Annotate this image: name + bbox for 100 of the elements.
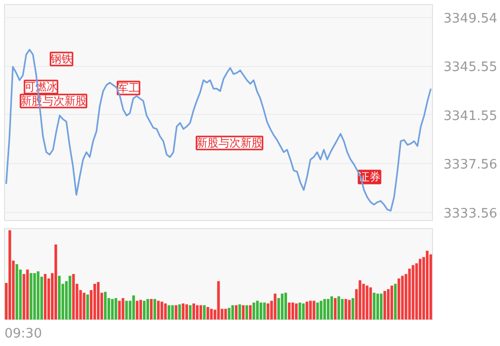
line-series bbox=[5, 48, 432, 212]
bar bbox=[142, 300, 146, 320]
bar bbox=[323, 298, 326, 320]
bar bbox=[118, 300, 121, 320]
bar bbox=[114, 298, 118, 320]
bar bbox=[294, 303, 298, 320]
y-tick-label: 3349.54 bbox=[444, 11, 498, 26]
bar bbox=[380, 294, 383, 320]
annotation: 军工 bbox=[118, 82, 140, 94]
bar bbox=[238, 304, 242, 320]
bar bbox=[139, 300, 142, 320]
bar bbox=[352, 298, 354, 320]
bar bbox=[316, 302, 319, 320]
bar bbox=[122, 298, 124, 320]
bar bbox=[178, 304, 181, 320]
bar bbox=[249, 305, 252, 320]
bar bbox=[16, 264, 18, 320]
bar bbox=[252, 302, 256, 320]
bar bbox=[408, 268, 411, 320]
bar bbox=[188, 305, 192, 320]
bar bbox=[210, 308, 213, 320]
bar bbox=[418, 258, 422, 320]
bar bbox=[320, 300, 322, 320]
bar bbox=[203, 305, 206, 320]
bar bbox=[58, 276, 61, 320]
bar bbox=[182, 303, 184, 320]
bar bbox=[362, 284, 365, 320]
bar bbox=[348, 300, 351, 320]
bar bbox=[369, 287, 372, 320]
bar bbox=[154, 298, 156, 320]
bar bbox=[132, 295, 135, 320]
bar bbox=[93, 284, 96, 320]
bar bbox=[30, 273, 32, 320]
bar bbox=[72, 274, 75, 320]
bar bbox=[125, 300, 128, 320]
bar bbox=[312, 300, 316, 320]
bar bbox=[196, 305, 199, 320]
bar bbox=[334, 298, 337, 320]
bar bbox=[146, 298, 150, 320]
y-tick-label: 3341.55 bbox=[444, 108, 498, 124]
bar bbox=[337, 296, 340, 320]
bar bbox=[104, 292, 107, 320]
bar bbox=[8, 230, 12, 320]
bar bbox=[224, 308, 227, 320]
bar bbox=[298, 302, 302, 320]
bar bbox=[260, 302, 262, 320]
bar bbox=[394, 284, 397, 320]
bar bbox=[217, 281, 220, 320]
bar bbox=[376, 294, 379, 320]
bar bbox=[266, 303, 270, 320]
bar bbox=[280, 294, 284, 320]
bar bbox=[168, 305, 170, 320]
y-tick-label: 3337.56 bbox=[444, 158, 498, 173]
bar bbox=[284, 292, 288, 320]
bar bbox=[412, 265, 414, 320]
bar bbox=[358, 280, 362, 320]
bar bbox=[228, 308, 230, 320]
bar bbox=[86, 294, 89, 320]
bar bbox=[263, 302, 266, 320]
bar bbox=[401, 276, 404, 320]
bar bbox=[33, 273, 36, 320]
bar bbox=[372, 292, 376, 320]
bar bbox=[199, 305, 202, 320]
y-tick-label: 3345.55 bbox=[444, 60, 498, 76]
bar bbox=[206, 307, 210, 320]
bar bbox=[390, 286, 394, 320]
bar bbox=[96, 282, 100, 320]
bar bbox=[415, 263, 418, 320]
bar bbox=[82, 292, 86, 320]
bar bbox=[340, 298, 344, 320]
annotation: 钢铁 bbox=[50, 52, 72, 66]
bar bbox=[185, 304, 188, 320]
bar bbox=[171, 305, 174, 320]
bar bbox=[302, 303, 305, 320]
bar bbox=[157, 300, 160, 320]
bar bbox=[383, 290, 386, 320]
bar bbox=[330, 296, 334, 320]
bar bbox=[288, 302, 291, 320]
bar bbox=[174, 305, 178, 320]
bar bbox=[54, 244, 58, 320]
bar bbox=[429, 254, 432, 320]
bar bbox=[291, 302, 294, 320]
y-tick-label: 3333.56 bbox=[444, 206, 498, 222]
bar bbox=[326, 298, 330, 320]
bar bbox=[164, 303, 167, 320]
bar bbox=[136, 300, 138, 320]
bar bbox=[68, 276, 72, 320]
bar bbox=[256, 300, 259, 320]
text: 09:30 bbox=[4, 326, 42, 342]
bar bbox=[386, 289, 390, 320]
bar bbox=[309, 300, 312, 320]
bar bbox=[231, 305, 234, 320]
bar bbox=[426, 250, 429, 320]
bar bbox=[344, 298, 348, 320]
bar bbox=[306, 302, 308, 320]
bar bbox=[160, 302, 164, 320]
annotation: 新股与次新股 bbox=[196, 136, 262, 150]
bar bbox=[192, 303, 196, 320]
bar bbox=[111, 298, 114, 320]
bar bbox=[36, 271, 40, 320]
